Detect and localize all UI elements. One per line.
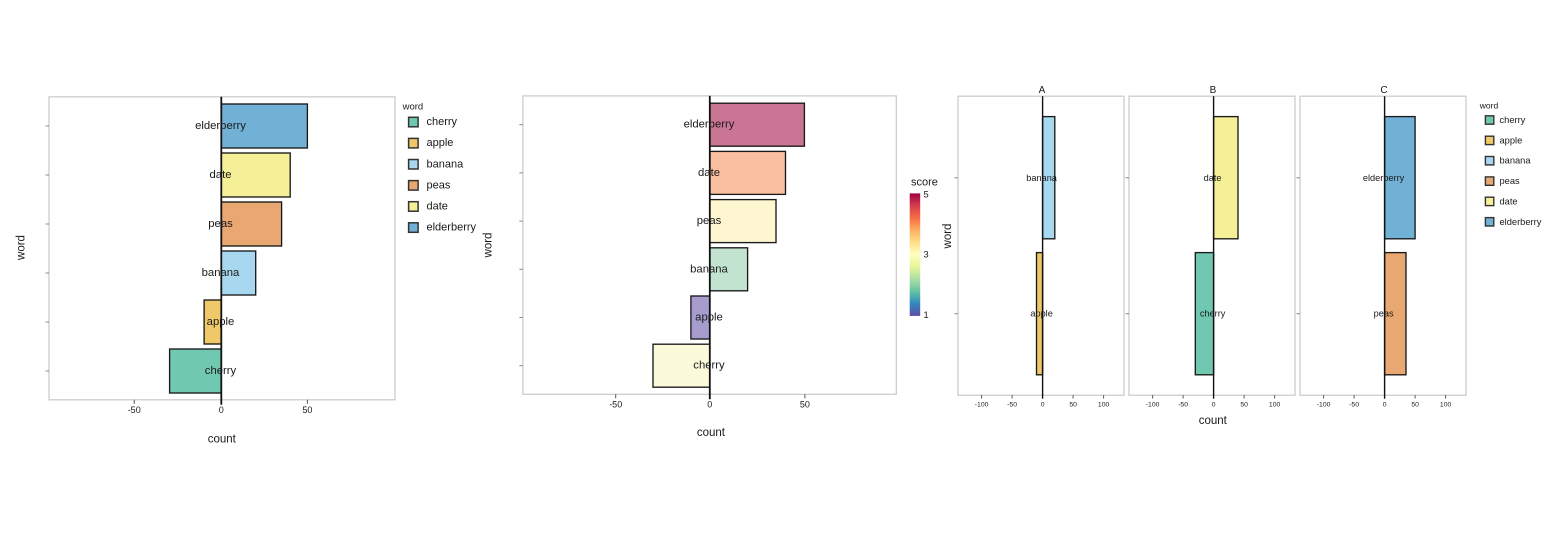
svg-text:date: date — [1500, 196, 1518, 206]
svg-text:banana: banana — [427, 158, 465, 170]
svg-text:word: word — [402, 102, 424, 113]
svg-text:date: date — [698, 167, 720, 179]
svg-text:peas: peas — [1500, 176, 1521, 186]
svg-text:apple: apple — [207, 316, 235, 328]
svg-text:50: 50 — [800, 400, 810, 410]
svg-text:count: count — [1199, 415, 1228, 427]
svg-text:100: 100 — [1440, 401, 1452, 408]
svg-text:word: word — [1479, 101, 1499, 111]
svg-text:apple: apple — [1030, 309, 1052, 319]
svg-text:50: 50 — [1411, 401, 1419, 408]
svg-text:apple: apple — [1500, 135, 1523, 145]
svg-text:-100: -100 — [1317, 401, 1331, 408]
svg-text:elderberry: elderberry — [1500, 217, 1542, 227]
svg-text:elderberry: elderberry — [1363, 173, 1405, 183]
svg-text:peas: peas — [427, 179, 451, 191]
svg-text:score: score — [911, 177, 938, 189]
svg-text:0: 0 — [707, 400, 712, 410]
svg-text:cherry: cherry — [1500, 115, 1526, 125]
svg-text:0: 0 — [1212, 401, 1216, 408]
svg-text:-50: -50 — [1349, 401, 1359, 408]
svg-text:date: date — [1204, 173, 1222, 183]
svg-text:date: date — [427, 201, 448, 213]
svg-text:banana: banana — [1026, 173, 1058, 183]
svg-text:-50: -50 — [609, 400, 622, 410]
svg-text:banana: banana — [690, 263, 728, 275]
svg-text:word: word — [483, 233, 495, 259]
svg-text:50: 50 — [1240, 401, 1248, 408]
svg-text:count: count — [208, 433, 237, 445]
svg-text:100: 100 — [1269, 401, 1281, 408]
svg-text:C: C — [1380, 85, 1387, 96]
svg-text:B: B — [1210, 85, 1217, 96]
svg-text:cherry: cherry — [427, 116, 458, 128]
svg-text:cherry: cherry — [693, 360, 725, 372]
svg-text:0: 0 — [1041, 401, 1045, 408]
svg-text:A: A — [1039, 85, 1046, 96]
svg-text:-100: -100 — [975, 401, 989, 408]
svg-text:0: 0 — [219, 405, 224, 415]
svg-text:elderberry: elderberry — [195, 120, 246, 132]
svg-text:50: 50 — [1069, 401, 1077, 408]
svg-text:3: 3 — [924, 250, 929, 260]
svg-text:100: 100 — [1098, 401, 1110, 408]
svg-text:apple: apple — [427, 137, 454, 149]
svg-text:5: 5 — [924, 189, 929, 199]
svg-text:elderberry: elderberry — [427, 222, 477, 234]
svg-text:elderberry: elderberry — [684, 119, 735, 131]
svg-text:peas: peas — [208, 218, 233, 230]
svg-text:50: 50 — [302, 405, 312, 415]
svg-text:peas: peas — [1374, 309, 1394, 319]
svg-text:word: word — [942, 224, 954, 250]
svg-text:apple: apple — [695, 312, 723, 324]
svg-text:banana: banana — [202, 267, 240, 279]
svg-text:0: 0 — [1383, 401, 1387, 408]
svg-text:1: 1 — [924, 310, 929, 320]
svg-text:word: word — [16, 235, 28, 261]
svg-text:-50: -50 — [1007, 401, 1017, 408]
svg-text:-50: -50 — [128, 405, 141, 415]
svg-text:-50: -50 — [1178, 401, 1188, 408]
svg-text:cherry: cherry — [1200, 309, 1226, 319]
svg-text:cherry: cherry — [205, 365, 237, 377]
svg-text:banana: banana — [1500, 156, 1532, 166]
svg-text:-100: -100 — [1146, 401, 1160, 408]
svg-text:count: count — [697, 427, 726, 439]
svg-text:peas: peas — [697, 215, 722, 227]
svg-text:date: date — [210, 169, 232, 181]
